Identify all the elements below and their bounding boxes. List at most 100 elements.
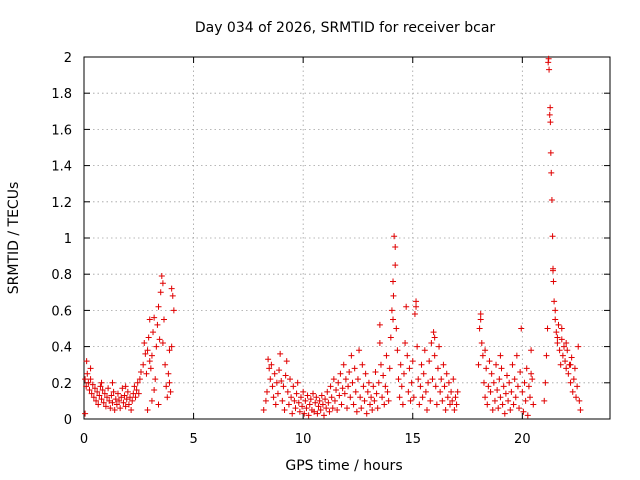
y-tick-label: 1 [64,232,72,247]
data-point [521,379,528,386]
data-point [393,325,400,332]
data-point [297,394,304,401]
data-point [518,325,525,332]
data-point [550,267,557,274]
data-point [510,401,517,408]
data-point [124,388,131,395]
data-point [148,397,155,404]
data-point [287,376,294,383]
x-tick-label: 0 [80,432,88,447]
data-point [439,397,446,404]
data-point [508,388,515,395]
data-point [143,370,150,377]
data-point [394,347,401,354]
data-point [283,358,290,365]
data-point [513,352,520,359]
data-point [425,379,432,386]
data-point [402,339,409,346]
data-point [305,412,312,419]
data-point [158,273,165,280]
data-point [299,403,306,410]
data-point [573,394,580,401]
data-point [427,397,434,404]
data-point [306,401,313,408]
data-point [554,334,561,341]
data-point [90,394,97,401]
data-point [319,401,326,408]
data-point [413,303,420,310]
data-point [373,390,380,397]
data-point [433,401,440,408]
y-tick-label: 2 [64,51,72,66]
data-point [116,397,123,404]
data-point [101,390,108,397]
data-point [371,397,378,404]
y-axis-label: SRMTID / TECUs [6,182,22,295]
data-point [330,376,337,383]
data-point [324,388,331,395]
data-point [118,394,125,401]
data-point [83,383,90,390]
data-point [97,383,104,390]
data-point [398,383,405,390]
data-point [506,379,513,386]
data-point [385,397,392,404]
data-point [438,376,445,383]
data-point [509,361,516,368]
data-point [553,329,560,336]
data-point [151,314,158,321]
data-point [331,397,338,404]
data-point [333,387,340,394]
x-tick-label: 15 [404,432,421,447]
data-point [520,408,527,415]
data-point [522,397,529,404]
data-point [376,321,383,328]
data-point [164,394,171,401]
data-point [564,347,571,354]
data-point [155,401,162,408]
data-point [156,336,163,343]
data-point [386,365,393,372]
data-point [146,358,153,365]
data-point [316,397,323,404]
data-point [560,343,567,350]
data-point [547,119,554,126]
data-point [563,365,570,372]
data-point [453,401,460,408]
data-point [323,405,330,412]
data-point [88,390,95,397]
data-point [486,358,493,365]
data-point [552,316,559,323]
data-point [563,339,570,346]
data-point [420,370,427,377]
data-point [326,408,333,415]
data-point [349,379,356,386]
data-point [300,388,307,395]
y-tick-label: 1.4 [51,160,72,175]
data-point [477,311,484,318]
data-point [151,387,158,394]
data-point [307,396,314,403]
data-point [157,289,164,296]
data-point [86,387,93,394]
data-point [290,383,297,390]
data-point [418,361,425,368]
data-point [452,394,459,401]
data-point [120,399,127,406]
data-point [405,388,412,395]
data-point [123,396,130,403]
y-tick-label: 0.6 [51,304,72,319]
data-point [288,394,295,401]
data-point [419,394,426,401]
data-point [302,397,309,404]
data-point [369,406,376,413]
data-point [322,396,329,403]
data-point [379,394,386,401]
data-point [329,405,336,412]
data-point [530,401,537,408]
data-point [409,358,416,365]
data-point [549,233,556,240]
data-point [527,394,534,401]
data-point [167,388,174,395]
